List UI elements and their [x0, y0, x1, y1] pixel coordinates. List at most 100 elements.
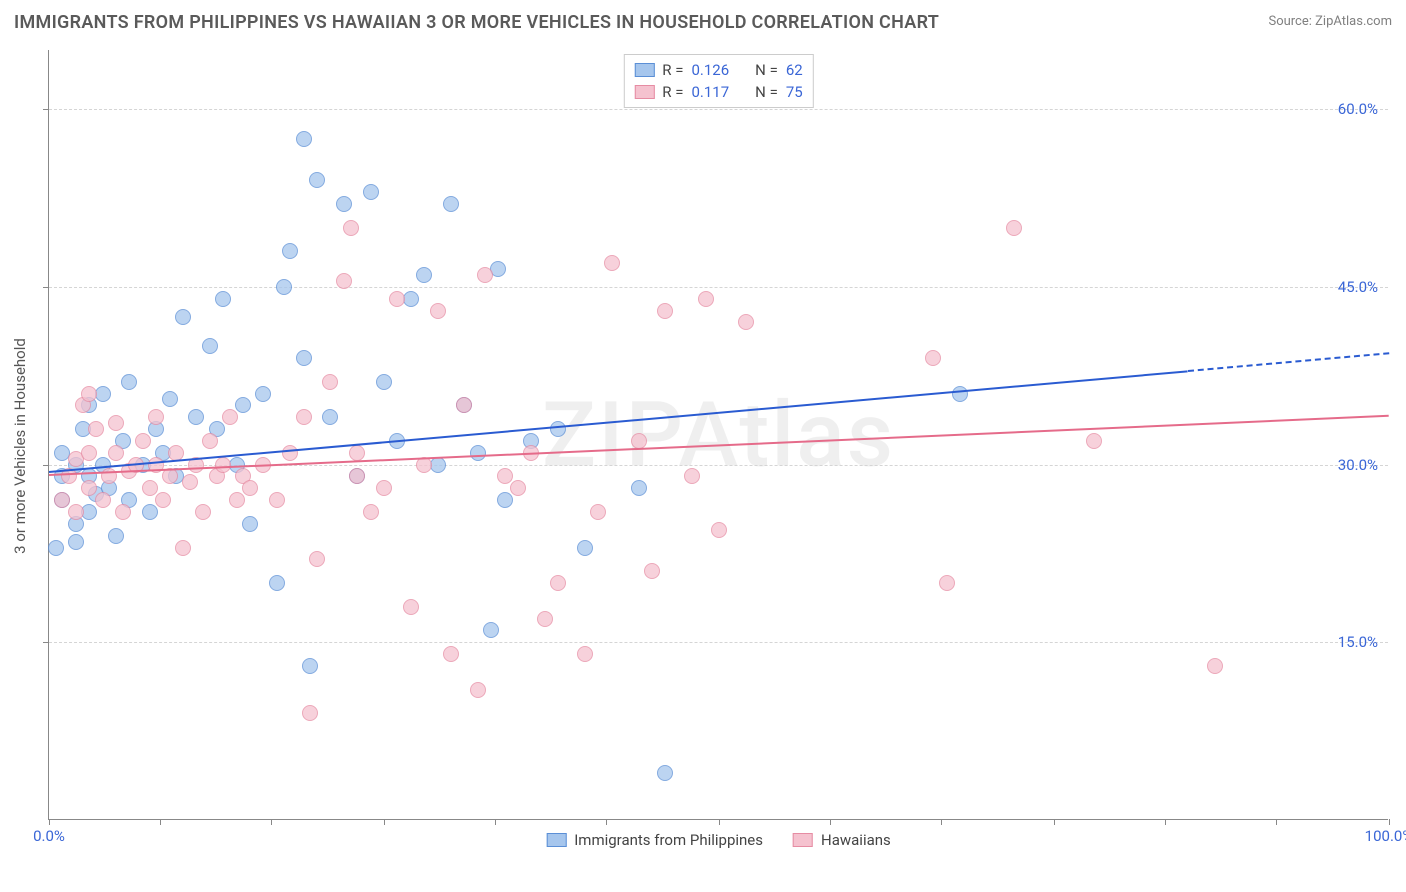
scatter-marker	[88, 421, 104, 437]
scatter-marker	[376, 480, 392, 496]
x-tick-label: 0.0%	[33, 827, 65, 845]
scatter-marker	[336, 273, 352, 289]
x-tick	[941, 819, 942, 825]
scatter-marker	[322, 409, 338, 425]
x-tick	[1389, 819, 1390, 825]
scatter-marker	[202, 338, 218, 354]
scatter-marker	[142, 480, 158, 496]
scatter-marker	[322, 374, 338, 390]
scatter-marker	[657, 765, 673, 781]
scatter-marker	[684, 468, 700, 484]
n-value-1: 75	[786, 83, 803, 101]
legend-top-row: R = 0.117 N = 75	[634, 81, 802, 103]
scatter-marker	[343, 220, 359, 236]
legend-bottom-item: Immigrants from Philippines	[546, 831, 763, 849]
scatter-marker	[336, 196, 352, 212]
scatter-marker	[925, 350, 941, 366]
scatter-marker	[276, 279, 292, 295]
scatter-marker	[222, 409, 238, 425]
scatter-marker	[376, 374, 392, 390]
scatter-marker	[952, 386, 968, 402]
legend-swatch-0b	[546, 833, 566, 847]
n-label: N =	[755, 61, 778, 79]
y-tick-label: 45.0%	[1338, 278, 1378, 296]
scatter-marker	[155, 492, 171, 508]
scatter-marker	[108, 528, 124, 544]
scatter-marker	[121, 374, 137, 390]
scatter-marker	[162, 391, 178, 407]
scatter-marker	[115, 504, 131, 520]
x-tick	[384, 819, 385, 825]
scatter-marker	[363, 504, 379, 520]
scatter-marker	[477, 267, 493, 283]
scatter-marker	[470, 682, 486, 698]
scatter-marker	[604, 255, 620, 271]
scatter-marker	[229, 492, 245, 508]
scatter-marker	[282, 445, 298, 461]
scatter-marker	[939, 575, 955, 591]
scatter-marker	[577, 646, 593, 662]
scatter-marker	[550, 421, 566, 437]
scatter-marker	[590, 504, 606, 520]
x-tick	[495, 819, 496, 825]
scatter-marker	[108, 445, 124, 461]
scatter-marker	[68, 534, 84, 550]
x-tick-label: 100.0%	[1365, 827, 1406, 845]
legend-swatch-1b	[793, 833, 813, 847]
trend-line	[49, 415, 1389, 476]
scatter-marker	[698, 291, 714, 307]
scatter-marker	[95, 492, 111, 508]
scatter-marker	[456, 397, 472, 413]
x-tick	[160, 819, 161, 825]
scatter-marker	[537, 611, 553, 627]
r-value-0: 0.126	[691, 61, 729, 79]
legend-swatch-0	[634, 63, 654, 77]
scatter-marker	[349, 468, 365, 484]
r-label: R =	[662, 61, 683, 79]
x-tick	[830, 819, 831, 825]
grid-line	[49, 287, 1388, 288]
scatter-marker	[497, 468, 513, 484]
legend-bottom: Immigrants from Philippines Hawaiians	[546, 831, 891, 849]
y-tick-label: 60.0%	[1338, 100, 1378, 118]
scatter-marker	[81, 480, 97, 496]
legend-swatch-1	[634, 85, 654, 99]
trend-line	[1188, 352, 1389, 372]
scatter-marker	[577, 540, 593, 556]
y-tick	[43, 287, 49, 288]
x-tick	[1276, 819, 1277, 825]
scatter-marker	[631, 480, 647, 496]
scatter-marker	[135, 433, 151, 449]
scatter-marker	[443, 196, 459, 212]
chart-title: IMMIGRANTS FROM PHILIPPINES VS HAWAIIAN …	[14, 12, 939, 33]
y-axis-label: 3 or more Vehicles in Household	[11, 338, 29, 554]
scatter-marker	[182, 474, 198, 490]
legend-label-0: Immigrants from Philippines	[574, 831, 763, 849]
source-label: Source: ZipAtlas.com	[1268, 14, 1392, 29]
scatter-marker	[403, 599, 419, 615]
scatter-marker	[282, 243, 298, 259]
grid-line	[49, 109, 1388, 110]
scatter-marker	[148, 409, 164, 425]
legend-top: R = 0.126 N = 62 R = 0.117 N = 75	[623, 54, 813, 108]
scatter-marker	[215, 291, 231, 307]
scatter-marker	[550, 575, 566, 591]
watermark: ZIPAtlas	[542, 382, 895, 487]
x-tick	[49, 819, 50, 825]
scatter-marker	[296, 350, 312, 366]
scatter-marker	[255, 386, 271, 402]
scatter-marker	[1207, 658, 1223, 674]
scatter-marker	[470, 445, 486, 461]
scatter-marker	[296, 409, 312, 425]
r-label: R =	[662, 83, 683, 101]
y-tick	[43, 109, 49, 110]
x-tick	[271, 819, 272, 825]
plot-area: ZIPAtlas R = 0.126 N = 62 R = 0.117 N = …	[48, 50, 1388, 820]
scatter-marker	[242, 516, 258, 532]
scatter-marker	[215, 457, 231, 473]
scatter-marker	[302, 705, 318, 721]
n-label: N =	[755, 83, 778, 101]
scatter-marker	[296, 131, 312, 147]
scatter-marker	[242, 480, 258, 496]
scatter-marker	[497, 492, 513, 508]
